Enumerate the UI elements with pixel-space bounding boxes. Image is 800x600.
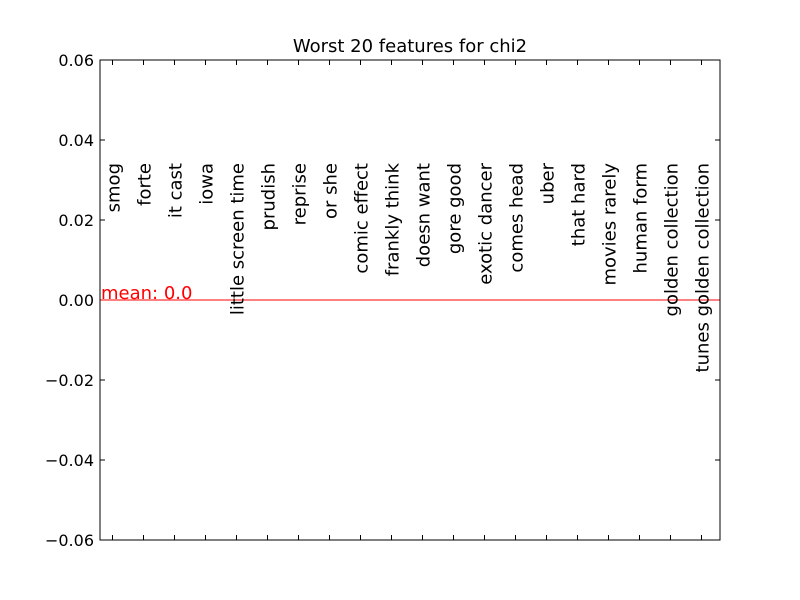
y-tick-label: −0.06	[45, 531, 94, 550]
plot-frame	[99, 59, 721, 541]
feature-label: golden collection	[662, 163, 683, 316]
y-tick-label: 0.06	[58, 51, 94, 70]
feature-label: prudish	[259, 163, 280, 230]
x-axis	[112, 60, 702, 540]
y-tick-label: 0.02	[58, 211, 94, 230]
feature-label: exotic dancer	[476, 162, 497, 284]
feature-label: iowa	[197, 163, 218, 205]
feature-label: movies rarely	[600, 163, 621, 286]
feature-label: comic effect	[352, 163, 373, 274]
mean-line-group: mean: 0.0	[100, 283, 720, 304]
y-tick-label: −0.04	[45, 451, 94, 470]
feature-label: human form	[631, 163, 652, 273]
feature-label: doesn want	[414, 163, 435, 267]
feature-label: forte	[135, 163, 156, 206]
feature-label: or she	[321, 163, 342, 219]
mean-label: mean: 0.0	[101, 283, 192, 304]
feature-label: it cast	[166, 163, 187, 218]
y-axis: 0.06 0.04 0.02 0.00 −0.02 −0.04 −0.06	[45, 51, 720, 550]
y-tick-label: 0.04	[58, 131, 94, 150]
feature-label: gore good	[445, 163, 466, 254]
feature-label: comes head	[507, 163, 528, 273]
feature-label: uber	[538, 162, 559, 204]
feature-label: tunes golden collection	[693, 163, 714, 372]
y-tick-label: 0.00	[58, 291, 94, 310]
chart-title: Worst 20 features for chi2	[293, 36, 527, 57]
feature-label: frankly think	[383, 162, 404, 276]
feature-label: smog	[104, 163, 125, 212]
feature-label: little screen time	[228, 163, 249, 315]
y-tick-label: −0.02	[45, 371, 94, 390]
feature-labels: smog forte it cast iowa little screen time pr…	[104, 162, 714, 372]
feature-label: reprise	[290, 163, 311, 225]
feature-label: that hard	[569, 163, 590, 246]
